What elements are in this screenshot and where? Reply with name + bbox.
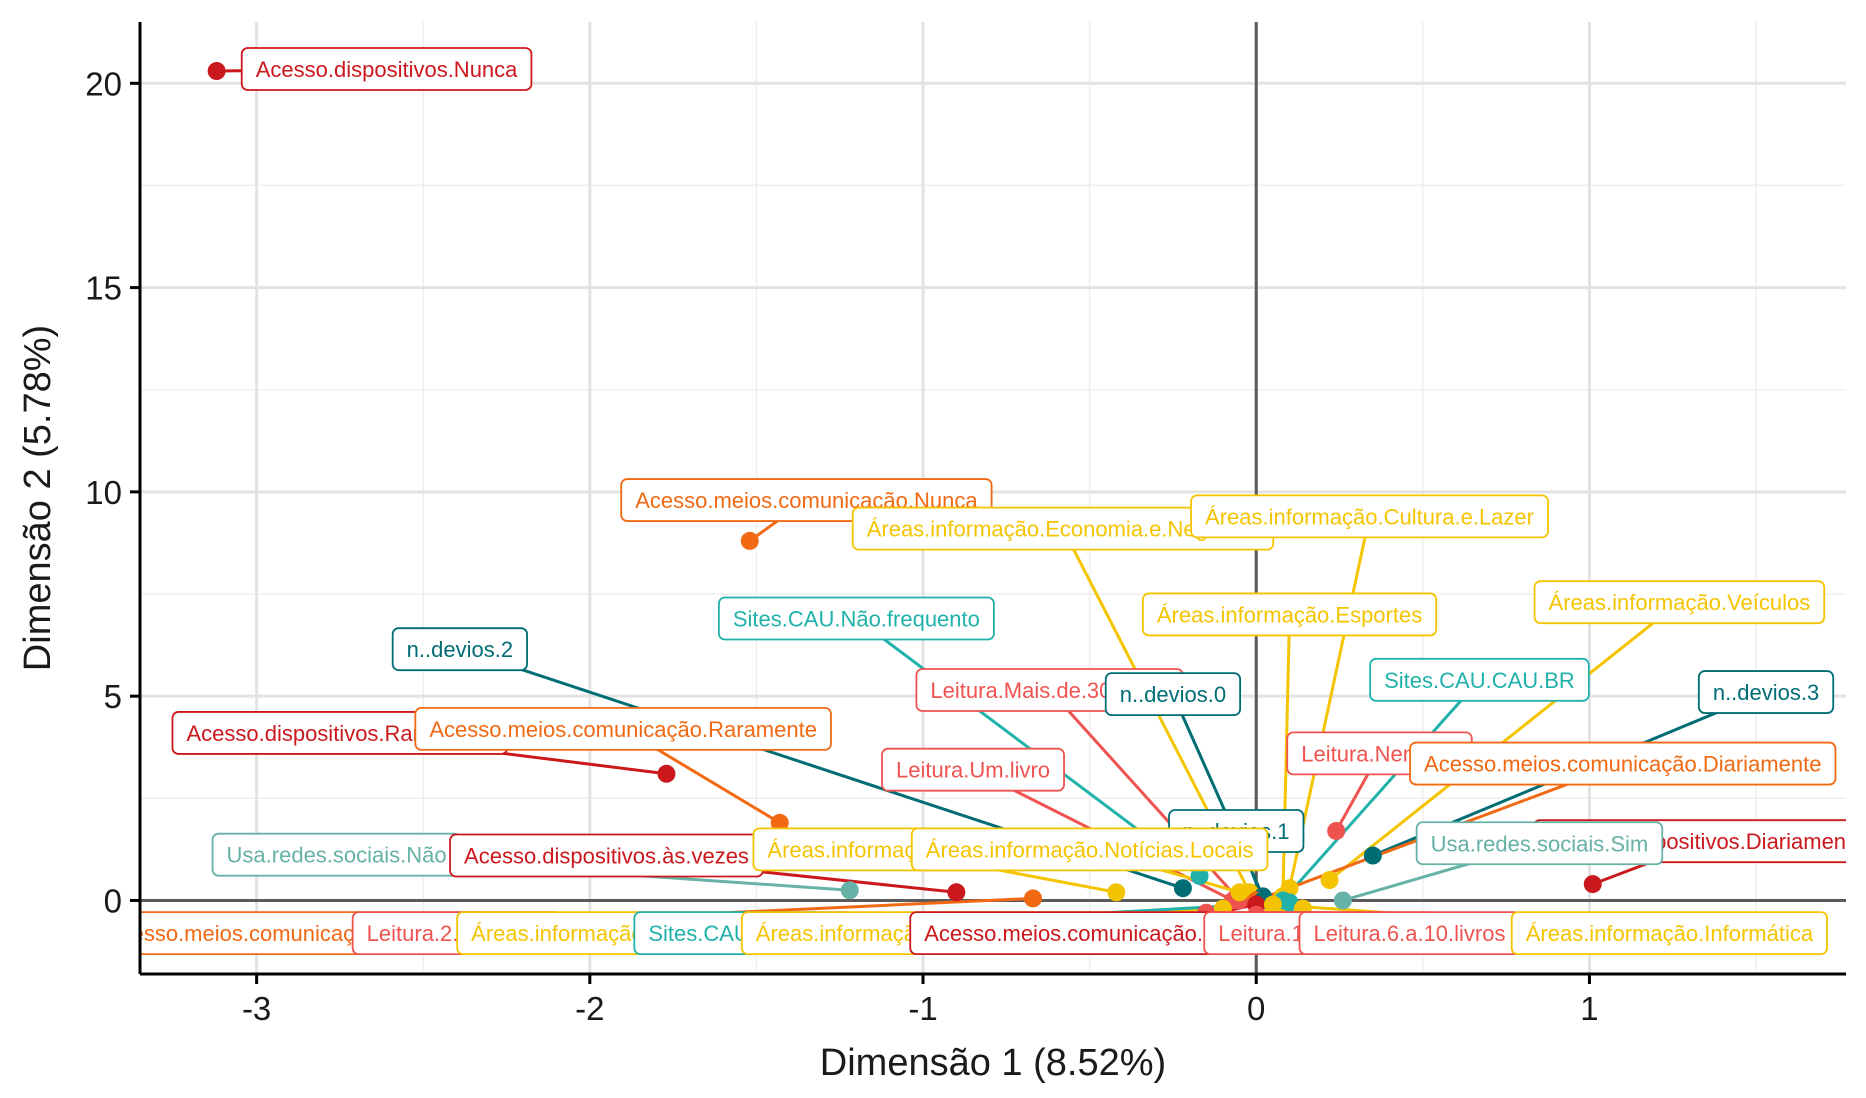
category-label: Áreas.informação.Notícias.Locais xyxy=(910,827,1269,872)
category-points xyxy=(207,62,1602,930)
x-tick-label: 1 xyxy=(1580,990,1598,1027)
category-label: n..devios.2 xyxy=(391,627,528,672)
category-point xyxy=(657,764,676,783)
label-box xyxy=(1697,670,1835,714)
category-label: Áreas.informação.Informática xyxy=(1510,911,1828,956)
label-box xyxy=(717,596,995,641)
category-point xyxy=(1327,821,1346,840)
category-point xyxy=(1583,875,1602,894)
axes xyxy=(138,22,1846,976)
label-text: n..devios.3 xyxy=(1713,680,1819,705)
label-text: Acesso.dispositivos.às.vezes xyxy=(464,844,749,869)
category-label: Áreas.informação.Veículos xyxy=(1533,580,1826,625)
category-label: Acesso.dispositivos.às.vezes xyxy=(449,833,764,878)
label-text: Acesso.meios.comunicação.Diariamente xyxy=(1424,752,1821,777)
category-point xyxy=(1173,879,1192,898)
category-label: Sites.CAU.CAU.BR xyxy=(1369,657,1590,702)
label-text: Acesso.dispositivos.Nunca xyxy=(256,57,518,82)
x-tick-label: 0 xyxy=(1247,990,1265,1027)
category-label: Áreas.informação.Cultura.e.Lazer xyxy=(1190,494,1549,539)
y-axis-title: Dimensão 2 (5.78%) xyxy=(17,325,59,671)
y-tick-label: 20 xyxy=(85,65,122,102)
label-text: Áreas.informação.Informática xyxy=(1526,921,1814,946)
x-tick-label: -2 xyxy=(575,990,604,1027)
label-text: Usa.redes.sociais.Não xyxy=(227,843,447,868)
category-label: Sites.CAU.Não.frequento xyxy=(717,596,995,641)
y-tick-label: 5 xyxy=(104,678,122,715)
category-point xyxy=(947,883,966,902)
category-label: n..devios.0 xyxy=(1104,672,1242,717)
category-point xyxy=(840,881,859,900)
category-label: Usa.redes.sociais.Sim xyxy=(1415,821,1664,866)
x-axis-ticks: -3 -2 -1 0 1 xyxy=(242,974,1599,1027)
y-axis-ticks: 0 5 10 15 20 xyxy=(85,65,140,919)
connector-line xyxy=(1328,601,1681,882)
category-point xyxy=(1190,866,1209,885)
label-box xyxy=(1510,911,1828,956)
category-point xyxy=(1107,883,1126,902)
label-box xyxy=(1190,494,1549,539)
label-box xyxy=(1533,580,1826,625)
category-label: Leitura.6.a.10.livros xyxy=(1298,911,1521,956)
category-point xyxy=(1363,846,1382,865)
category-label: Acesso.dispositivos.Nunca xyxy=(240,47,533,91)
category-label: Usa.redes.sociais.Não xyxy=(211,832,462,877)
label-text: Sites.CAU.Não.frequento xyxy=(733,607,980,632)
category-point xyxy=(1320,871,1339,890)
category-point xyxy=(1333,891,1352,910)
label-text: Leitura.6.a.10.livros xyxy=(1314,921,1506,946)
label-text: Leitura.Um.livro xyxy=(896,758,1050,783)
category-point xyxy=(207,62,226,81)
x-tick-label: -3 xyxy=(242,990,271,1027)
x-axis-title: Dimensão 1 (8.52%) xyxy=(820,1042,1166,1084)
category-point xyxy=(770,813,789,832)
label-text: Áreas.informação.Notícias.Locais xyxy=(926,837,1254,862)
category-label: Acesso.meios.comunicação.Diariamente xyxy=(1409,741,1837,786)
y-tick-label: 15 xyxy=(85,270,122,307)
label-text: n..devios.2 xyxy=(407,637,513,662)
label-box xyxy=(1415,821,1664,866)
category-point xyxy=(1230,883,1249,902)
label-text: Sites.CAU.CAU.BR xyxy=(1384,668,1575,693)
label-text: Áreas.informação.Esportes xyxy=(1157,602,1422,627)
label-box xyxy=(1104,672,1242,717)
label-text: Usa.redes.sociais.Sim xyxy=(1431,831,1649,856)
label-box xyxy=(1369,657,1590,702)
label-box xyxy=(1409,741,1837,786)
label-box xyxy=(910,827,1269,872)
label-box xyxy=(1141,592,1438,637)
y-tick-label: 0 xyxy=(104,882,122,919)
label-text: n..devios.0 xyxy=(1120,682,1226,707)
label-text: Áreas.informação.Veículos xyxy=(1549,590,1811,615)
category-label: Leitura.Um.livro xyxy=(881,747,1065,792)
label-text: Áreas.informação.Cultura.e.Lazer xyxy=(1205,504,1534,529)
category-point xyxy=(740,531,759,550)
label-text: Acesso.meios.comunicação.Raramente xyxy=(429,717,817,742)
label-box xyxy=(240,47,533,91)
label-box xyxy=(414,706,832,751)
category-point xyxy=(1023,889,1042,908)
label-box xyxy=(391,627,528,672)
connector-line xyxy=(1281,678,1481,902)
x-tick-label: -1 xyxy=(908,990,937,1027)
category-label: n..devios.3 xyxy=(1697,670,1835,714)
category-label: Acesso.meios.comunicação.Raramente xyxy=(414,706,832,751)
label-box xyxy=(881,747,1065,792)
category-label: Áreas.informação.Esportes xyxy=(1141,592,1438,637)
category-point xyxy=(1263,895,1282,914)
y-tick-label: 10 xyxy=(85,474,122,511)
category-labels: Acesso.dispositivos.Nunca Acesso.meios.co… xyxy=(140,47,1846,956)
